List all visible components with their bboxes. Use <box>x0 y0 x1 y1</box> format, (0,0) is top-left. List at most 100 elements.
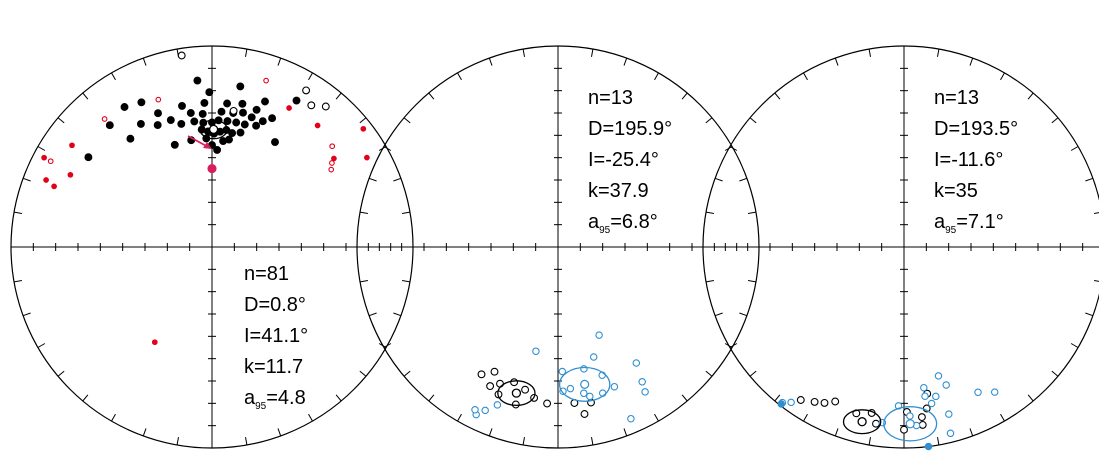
tick-mark <box>82 394 89 402</box>
tick-mark <box>402 211 410 214</box>
title-backing <box>150 8 274 38</box>
data-point <box>493 401 502 409</box>
data-point <box>217 107 226 116</box>
data-point <box>101 116 108 122</box>
tick-mark <box>681 92 688 100</box>
tick-mark <box>22 312 31 317</box>
tick-mark <box>803 413 808 422</box>
data-point <box>990 388 999 396</box>
data-point <box>532 347 540 355</box>
tick-mark <box>457 413 462 422</box>
data-point <box>155 96 162 103</box>
data-point <box>496 379 504 388</box>
tick-mark <box>739 177 748 182</box>
data-point <box>43 177 49 183</box>
tick-mark <box>368 312 377 317</box>
data-point <box>261 97 269 106</box>
data-point <box>314 122 321 129</box>
stats-line: D=195.9° <box>588 118 672 140</box>
tick-mark <box>803 72 808 81</box>
data-point <box>239 108 247 117</box>
tick-mark <box>1051 117 1059 124</box>
mean-point <box>511 388 522 398</box>
tick-mark <box>37 343 46 348</box>
data-point <box>120 103 129 111</box>
data-point <box>126 134 135 143</box>
data-point <box>580 410 589 418</box>
data-point <box>787 398 795 407</box>
tick-mark <box>654 413 659 422</box>
stats-line: I=-11.6° <box>934 149 1003 171</box>
tick-mark <box>729 146 738 151</box>
data-point <box>178 101 186 110</box>
stats-line: I=-25.4° <box>588 149 659 171</box>
data-point <box>258 117 267 126</box>
tick-mark <box>522 49 525 57</box>
data-point <box>360 125 367 132</box>
data-point <box>177 51 186 60</box>
tick-mark <box>428 394 435 402</box>
tick-mark <box>749 370 757 377</box>
data-point <box>228 129 237 138</box>
data-point <box>632 359 641 367</box>
tick-mark <box>774 394 781 402</box>
data-point <box>67 171 74 178</box>
stats-line: k=35 <box>934 180 978 202</box>
tick-mark <box>37 146 46 151</box>
tick-mark <box>82 92 89 100</box>
data-point <box>932 392 940 401</box>
data-point <box>589 353 598 361</box>
data-point <box>229 106 238 115</box>
data-point <box>481 406 489 415</box>
tick-mark <box>428 92 435 100</box>
mean-point <box>857 417 867 427</box>
tick-mark <box>706 280 714 283</box>
data-point <box>238 99 247 108</box>
data-point <box>236 82 245 91</box>
data-point <box>302 86 311 95</box>
stats-line: a95=4.8 <box>244 387 306 412</box>
tick-mark <box>834 428 839 437</box>
data-point <box>307 101 316 110</box>
data-point <box>247 113 256 122</box>
tick-mark <box>383 343 392 348</box>
data-point <box>641 388 649 396</box>
data-point <box>268 114 277 123</box>
data-point <box>207 164 217 174</box>
stats-line: k=11.7 <box>244 356 303 378</box>
data-point <box>51 183 57 190</box>
data-point <box>328 166 335 173</box>
title-backing <box>496 8 620 38</box>
data-point <box>136 119 145 128</box>
tick-mark <box>383 146 392 151</box>
data-point <box>232 118 241 127</box>
tick-mark <box>335 92 342 100</box>
data-point <box>490 367 499 376</box>
data-point <box>213 145 222 154</box>
title-backing <box>842 8 966 38</box>
tick-mark <box>834 57 839 66</box>
data-point <box>200 98 209 107</box>
tick-mark <box>681 394 688 402</box>
data-point <box>627 414 635 423</box>
data-point <box>510 378 519 387</box>
data-point <box>820 398 829 407</box>
data-point <box>900 425 908 434</box>
data-point <box>286 105 292 111</box>
tick-mark <box>403 370 411 377</box>
data-point <box>205 88 214 97</box>
tick-mark <box>277 57 282 66</box>
data-point <box>580 389 588 398</box>
data-point <box>471 406 479 414</box>
tick-mark <box>335 394 342 402</box>
tick-mark <box>57 370 65 377</box>
tick-mark <box>706 211 714 214</box>
data-point <box>198 109 207 118</box>
data-point <box>170 140 179 149</box>
mean-point-alt <box>905 419 915 429</box>
tick-mark <box>142 57 147 66</box>
data-point <box>41 154 47 161</box>
data-point <box>166 116 175 125</box>
tick-mark <box>623 57 628 66</box>
